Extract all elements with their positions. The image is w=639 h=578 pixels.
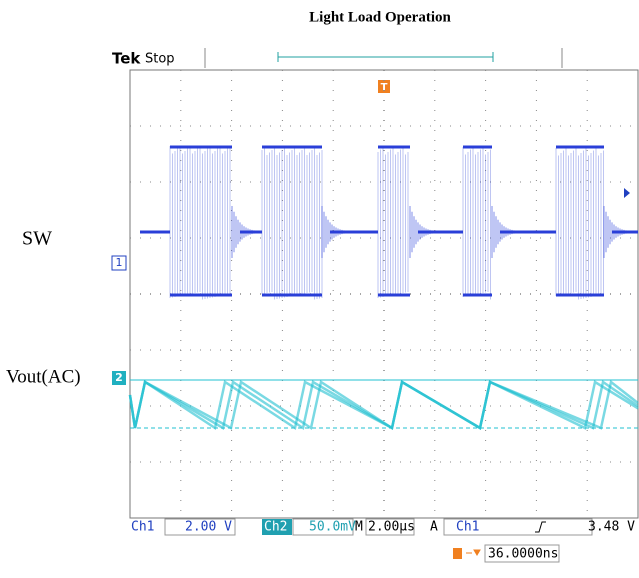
brand: Tek — [112, 50, 141, 68]
ch1-marker-label: 1 — [116, 256, 123, 269]
trigger-level: 3.48 V — [588, 520, 635, 535]
sw-burst — [378, 147, 408, 298]
ch2-label: Ch2 — [264, 520, 287, 535]
offset-arrow — [466, 550, 480, 555]
sw-burst — [556, 148, 604, 300]
title: Light Load Operation — [309, 9, 451, 25]
vout-trace — [130, 382, 638, 428]
sw-burst — [170, 146, 230, 300]
sw-label: SW — [22, 228, 52, 250]
trigger-icon — [453, 548, 462, 559]
ch1-scale: 2.00 V — [185, 520, 232, 535]
sw-burst — [463, 147, 491, 300]
trigger-level-arrow — [624, 188, 630, 198]
trigger-mode: A — [430, 520, 438, 535]
ch1-label: Ch1 — [131, 520, 154, 535]
sw-burst — [262, 148, 322, 300]
vout-label: Vout(AC) — [6, 366, 81, 387]
waveforms — [130, 146, 638, 428]
oscilloscope-screenshot: Light Load Operation Tek Stop T SW Vout(… — [0, 0, 639, 578]
run-status: Stop — [145, 52, 175, 67]
timebase: 2.00µs — [368, 520, 415, 535]
timebase-label: M — [355, 520, 363, 535]
record-view — [278, 52, 493, 62]
ch2-marker-label: 2 — [115, 371, 123, 384]
ch2-scale: 50.0mV — [309, 520, 356, 535]
trigger-marker-label: T — [381, 82, 388, 93]
edge-icon — [535, 522, 546, 532]
trigger-offset: 36.0000ns — [488, 547, 558, 562]
trigger-source: Ch1 — [456, 520, 479, 535]
